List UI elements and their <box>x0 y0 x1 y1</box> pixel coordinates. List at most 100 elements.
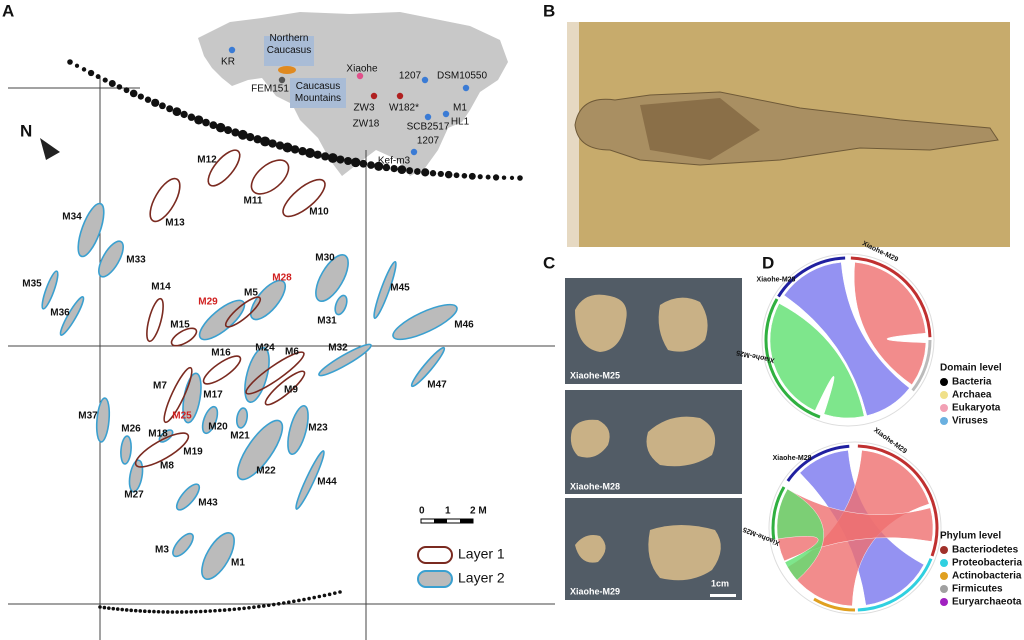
dune-dot <box>202 118 210 127</box>
scale-label: 0 <box>419 506 425 517</box>
dune-dot <box>124 608 129 612</box>
dune-dot <box>298 147 307 156</box>
legend-label: Bacteriodetes <box>952 545 1019 556</box>
site-label: 1207 <box>417 136 440 147</box>
tomb <box>201 532 235 580</box>
chord-ribbon <box>776 488 824 581</box>
site-label: Caucasus Mountains <box>295 81 341 104</box>
dune-dot <box>492 174 500 181</box>
tomb <box>287 404 309 456</box>
dune-dot <box>390 164 398 173</box>
tomb-label: M6 <box>285 347 299 358</box>
dune-dot <box>237 129 248 140</box>
legend-dot <box>940 417 948 425</box>
tomb <box>318 343 372 377</box>
dune-dot <box>321 152 330 161</box>
tomb <box>282 178 326 218</box>
dune-dot <box>120 607 124 612</box>
tomb-label: M46 <box>454 320 474 331</box>
dune-dot <box>397 165 407 174</box>
dune-dot <box>421 168 430 177</box>
site-label: SCB2517 <box>407 122 450 133</box>
tomb <box>250 159 290 195</box>
dune-dot <box>116 84 123 90</box>
tomb-label: M47 <box>427 380 447 391</box>
chord-ribbon <box>783 262 910 416</box>
chord-arc <box>813 597 856 612</box>
site-label: M1 <box>453 103 467 114</box>
tomb-label: M24 <box>255 343 275 354</box>
dune-dot <box>429 170 437 177</box>
tomb <box>149 177 181 223</box>
tomb-label: M7 <box>153 381 167 392</box>
legend-label: Euryarchaeota <box>952 597 1022 608</box>
legend-label: Layer 1 <box>458 546 505 562</box>
dune-dot <box>152 609 156 614</box>
tomb <box>59 296 85 336</box>
site-label: ZW18 <box>353 119 380 130</box>
dune-dot <box>129 89 138 98</box>
legend-dot <box>940 585 948 593</box>
legend-dot <box>940 391 948 399</box>
site-dot <box>356 72 364 80</box>
chord-label: Xiaohe-M28 <box>773 455 812 462</box>
tomb <box>207 149 241 187</box>
tomb-label: M29 <box>198 297 218 308</box>
tomb <box>236 419 284 481</box>
tomb-label: M16 <box>211 348 231 359</box>
dune-dot <box>161 610 165 614</box>
dune-dot <box>312 595 317 600</box>
dune-dot <box>180 110 188 119</box>
legend-label: Proteobacteria <box>952 558 1022 569</box>
dune-dot <box>307 596 311 601</box>
tomb <box>134 432 190 468</box>
tomb-label: M36 <box>50 308 70 319</box>
dune-dot <box>102 77 108 83</box>
tomb-label: M5 <box>244 288 258 299</box>
site-label: 1207 <box>399 71 422 82</box>
dune-dot <box>247 605 251 610</box>
dune-dot <box>81 67 87 72</box>
dune-dot <box>175 610 179 614</box>
legend-dot <box>940 546 948 554</box>
site-dot <box>424 113 432 121</box>
tomb <box>163 366 193 424</box>
sample-scale-bar <box>710 594 736 597</box>
dune-dot <box>297 598 301 603</box>
site-label: DSM10550 <box>437 71 487 82</box>
scale-bar <box>420 518 474 524</box>
legend-dot <box>940 572 948 580</box>
tomb-label: M23 <box>308 423 328 434</box>
site-dot <box>462 84 470 92</box>
tomb <box>41 270 59 310</box>
dune-dot <box>232 607 237 612</box>
legend-title: Domain level <box>940 363 1002 374</box>
dune-dot <box>137 93 144 100</box>
chord-ribbon <box>853 262 927 386</box>
dune-dot <box>437 170 444 178</box>
dune-dot <box>276 602 281 606</box>
dune-dot <box>266 603 271 608</box>
tomb-label: M25 <box>172 411 192 422</box>
dune-dot <box>517 175 523 181</box>
dune-dot <box>74 63 80 68</box>
dune-dot <box>275 141 285 150</box>
site-label: ZW3 <box>353 103 375 114</box>
tomb-label: M21 <box>230 431 250 442</box>
site-dot <box>278 76 286 84</box>
chord-arc <box>850 256 932 338</box>
site-label: FEM151 <box>251 84 289 95</box>
dune-dot <box>257 604 261 609</box>
dune-dot <box>313 150 322 159</box>
tomb <box>98 240 124 278</box>
tomb-label: M12 <box>197 155 217 166</box>
dune-dot <box>231 128 240 137</box>
dune-dot <box>305 148 316 158</box>
dune-dot <box>302 597 306 602</box>
dune-dot <box>461 173 468 179</box>
tomb <box>120 435 132 465</box>
tomb <box>128 459 144 493</box>
sample-scale-label: 1cm <box>711 578 729 588</box>
dune-dot <box>227 607 232 612</box>
dune-dot <box>338 590 342 594</box>
